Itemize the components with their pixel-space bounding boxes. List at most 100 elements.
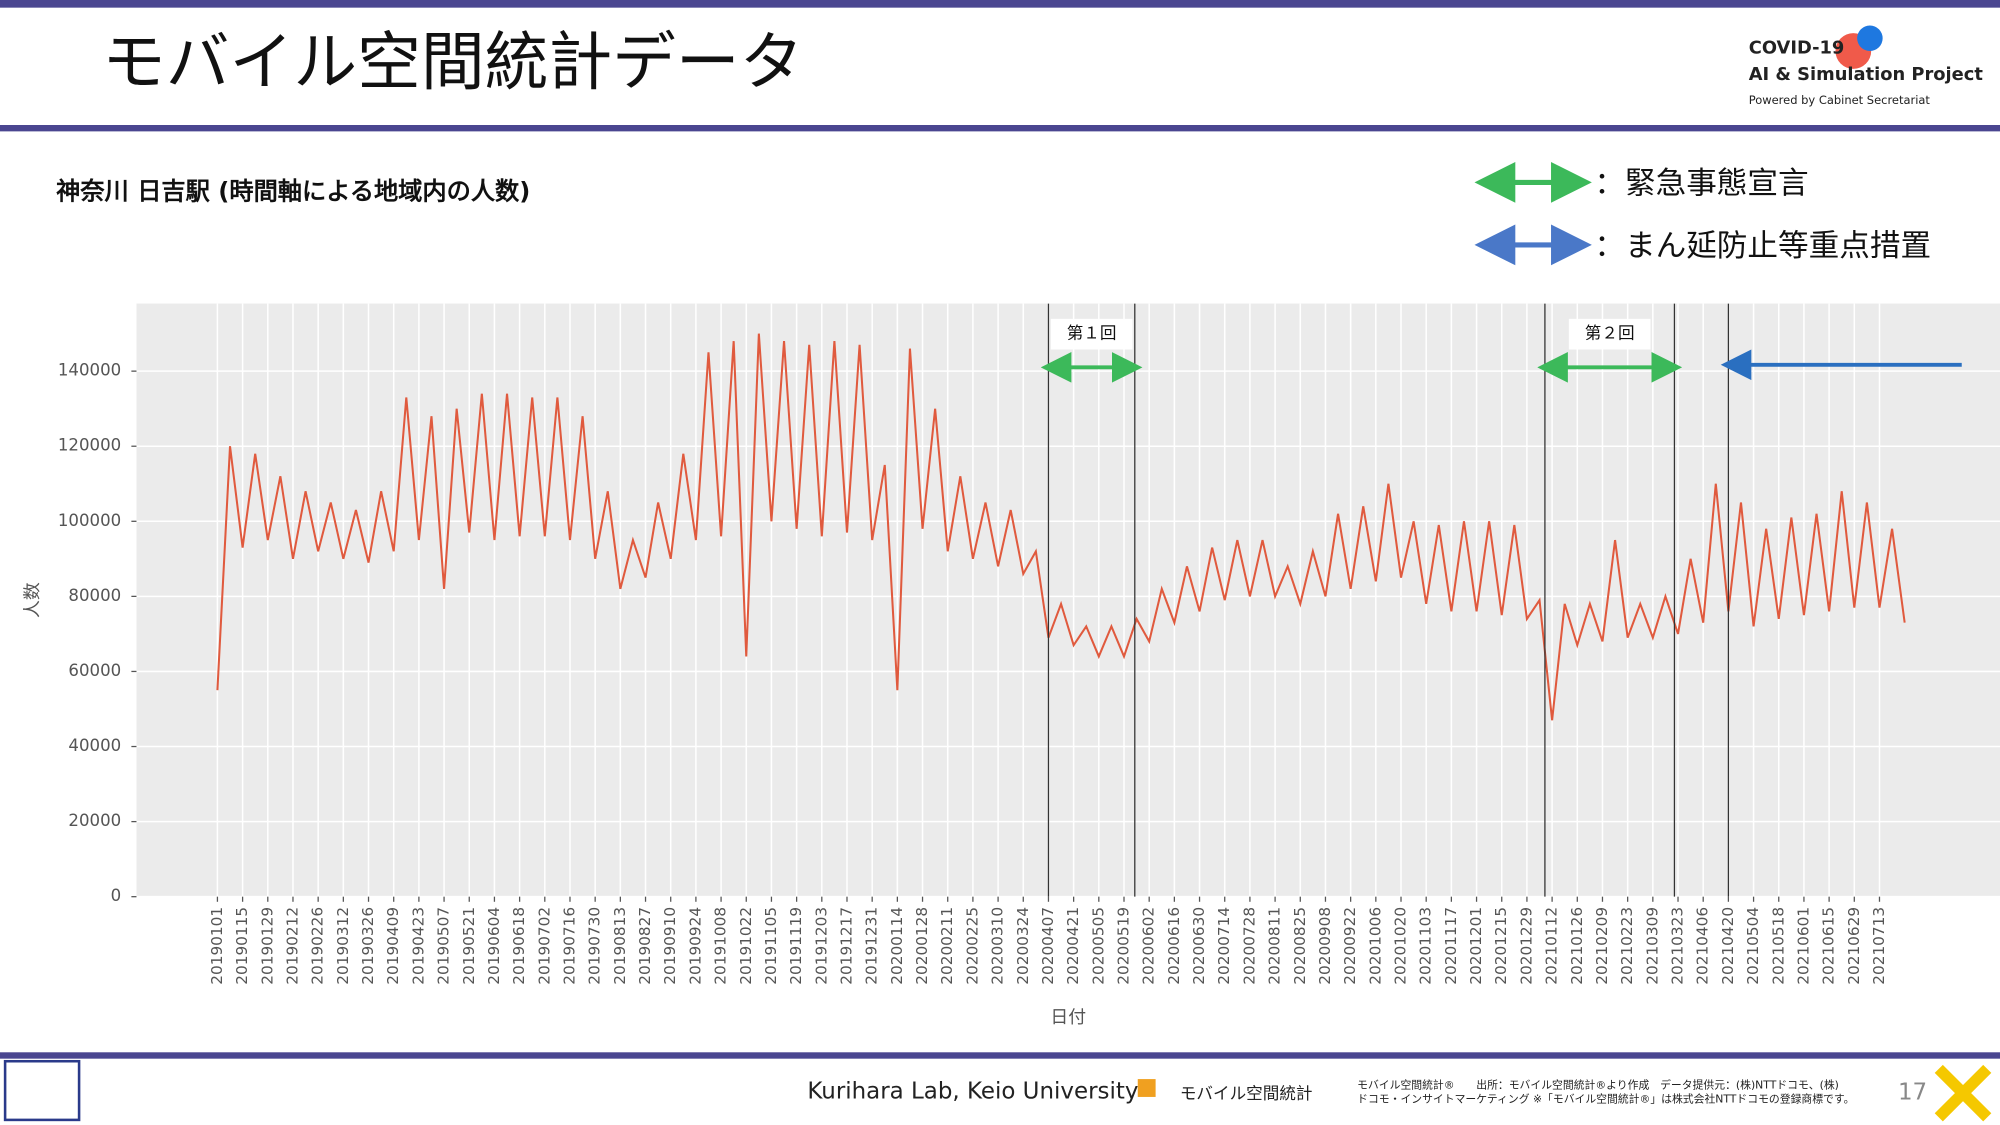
x-tick-label: 20210406 — [1694, 907, 1712, 985]
x-tick-label: 20191231 — [863, 907, 881, 985]
period-label-box — [1568, 318, 1651, 350]
x-tick-label: 20200825 — [1291, 907, 1309, 985]
footer-lab: Kurihara Lab, Keio University — [807, 1078, 1138, 1104]
x-tick-label: 20200128 — [913, 907, 931, 985]
x-tick-label: 20200421 — [1064, 907, 1082, 985]
x-tick-label: 20210713 — [1870, 907, 1888, 985]
x-tick-label: 20201103 — [1417, 907, 1435, 985]
x-tick-label: 20190423 — [409, 907, 427, 985]
x-tick-label: 20200922 — [1341, 907, 1359, 985]
footer-brand: モバイル空間統計 — [1180, 1084, 1313, 1103]
legend-text: ：まん延防止等重点措置 — [1594, 229, 1931, 264]
slide-title: モバイル空間統計データ — [102, 26, 803, 100]
x-tick-label: 20190702 — [535, 907, 553, 985]
top-bar — [0, 0, 2000, 8]
x-tick-label: 20190924 — [686, 907, 704, 985]
x-tick-label: 20201229 — [1517, 907, 1535, 985]
x-tick-label: 20200324 — [1014, 907, 1032, 985]
x-tick-label: 20200630 — [1190, 907, 1208, 985]
x-tick-label: 20200714 — [1215, 907, 1233, 985]
x-tick-label: 20210601 — [1794, 907, 1812, 985]
period-label: 第２回 — [1585, 324, 1635, 343]
x-tick-label: 20190827 — [636, 907, 654, 985]
x-tick-label: 20190212 — [283, 907, 301, 985]
plot-background — [136, 303, 2000, 897]
x-tick-label: 20201201 — [1467, 907, 1485, 985]
footer-note: モバイル空間統計® 出所：モバイル空間統計®より作成 データ提供元：(株)NTT… — [1357, 1077, 1839, 1091]
chart-title: 神奈川 日吉駅 (時間軸による地域内の人数) — [56, 178, 530, 206]
y-tick-label: 120000 — [58, 436, 121, 455]
footer-note: ドコモ・インサイトマーケティング ※「モバイル空間統計®」は株式会社NTTドコモ… — [1357, 1091, 1854, 1105]
x-tick-label: 20201117 — [1442, 907, 1460, 985]
x-tick-label: 20200407 — [1039, 907, 1057, 985]
y-tick-label: 140000 — [58, 361, 121, 380]
x-tick-label: 20201215 — [1492, 907, 1510, 985]
x-tick-label: 20210518 — [1769, 907, 1787, 985]
y-tick-label: 60000 — [68, 661, 121, 680]
logo-text: AI & Simulation Project — [1749, 64, 1984, 85]
x-axis-label: 日付 — [1050, 1007, 1086, 1028]
x-tick-label: 20190326 — [359, 907, 377, 985]
x-tick-label: 20200225 — [963, 907, 981, 985]
x-tick-label: 20210112 — [1543, 907, 1561, 985]
y-tick-label: 20000 — [68, 811, 121, 830]
logo-dot — [1857, 25, 1883, 52]
data-line — [216, 333, 1906, 721]
x-tick-label: 20210209 — [1593, 907, 1611, 985]
x-tick-label: 20210309 — [1643, 907, 1661, 985]
x-tick-label: 20190312 — [334, 907, 352, 985]
x-tick-label: 20200728 — [1240, 907, 1258, 985]
x-tick-label: 20200811 — [1266, 907, 1284, 985]
y-tick-label: 80000 — [68, 586, 121, 605]
logo-text: COVID-19 — [1749, 37, 1845, 58]
x-tick-label: 20200519 — [1115, 907, 1133, 985]
x-tick-label: 20190716 — [560, 907, 578, 985]
x-tick-label: 20190129 — [258, 907, 276, 985]
header-rule — [0, 125, 2000, 132]
logo-text: Powered by Cabinet Secretariat — [1749, 93, 1931, 107]
x-tick-label: 20190101 — [208, 907, 226, 985]
x-tick-label: 20201006 — [1366, 907, 1384, 985]
x-tick-label: 20210629 — [1845, 907, 1863, 985]
x-tick-label: 20190730 — [586, 907, 604, 985]
period-label-box — [1050, 318, 1133, 350]
x-tick-label: 20191008 — [712, 907, 730, 985]
x-tick-label: 20190813 — [611, 907, 629, 985]
x-tick-label: 20200114 — [888, 907, 906, 985]
corner-logo — [1934, 1064, 1992, 1122]
x-tick-label: 20210615 — [1820, 907, 1838, 985]
x-tick-label: 20190115 — [233, 907, 251, 985]
footer-rule — [0, 1052, 2000, 1059]
y-tick-label: 40000 — [68, 736, 121, 755]
x-tick-label: 20210504 — [1744, 907, 1762, 985]
x-tick-label: 20200602 — [1140, 907, 1158, 985]
x-tick-label: 20200908 — [1316, 907, 1334, 985]
x-tick-label: 20190409 — [384, 907, 402, 985]
page-number: 17 — [1898, 1080, 1927, 1106]
x-tick-label: 20191203 — [812, 907, 830, 985]
brand-logo — [1137, 1079, 1156, 1097]
x-tick-label: 20201020 — [1392, 907, 1410, 985]
x-tick-label: 20190226 — [309, 907, 327, 985]
x-tick-label: 20190910 — [661, 907, 679, 985]
x-tick-label: 20190618 — [510, 907, 528, 985]
x-tick-label: 20190507 — [435, 907, 453, 985]
period-label: 第１回 — [1067, 324, 1117, 343]
y-tick-label: 100000 — [58, 511, 121, 530]
lab-logo — [3, 1059, 81, 1122]
x-tick-label: 20210126 — [1568, 907, 1586, 985]
plot: 0 20000 40000 60000 80000 100000 120000 140000 2… — [22, 303, 2000, 1028]
x-tick-label: 20200616 — [1165, 907, 1183, 985]
x-tick-label: 20200310 — [989, 907, 1007, 985]
x-tick-label: 20190604 — [485, 907, 503, 985]
y-axis-label: 人数 — [22, 582, 43, 618]
x-tick-label: 20191105 — [762, 907, 780, 985]
x-tick-label: 20200505 — [1089, 907, 1107, 985]
y-tick-label: 0 — [111, 886, 122, 905]
x-tick-label: 20210420 — [1719, 907, 1737, 985]
x-tick-label: 20190521 — [460, 907, 478, 985]
x-tick-label: 20191119 — [787, 907, 805, 985]
x-tick-label: 20210323 — [1669, 907, 1687, 985]
